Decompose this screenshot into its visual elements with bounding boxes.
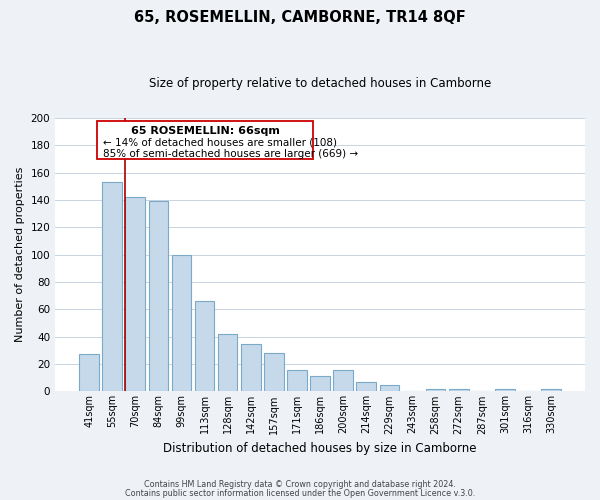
- Bar: [426, 388, 445, 392]
- Bar: [125, 198, 145, 392]
- Bar: [380, 384, 399, 392]
- Bar: [541, 388, 561, 392]
- Title: Size of property relative to detached houses in Camborne: Size of property relative to detached ho…: [149, 78, 491, 90]
- Bar: [195, 301, 214, 392]
- Text: Contains public sector information licensed under the Open Government Licence v.: Contains public sector information licen…: [125, 488, 475, 498]
- FancyBboxPatch shape: [97, 121, 313, 159]
- Bar: [218, 334, 238, 392]
- Bar: [79, 354, 99, 392]
- Bar: [495, 388, 515, 392]
- Bar: [334, 370, 353, 392]
- Bar: [149, 202, 168, 392]
- Bar: [287, 370, 307, 392]
- Text: Contains HM Land Registry data © Crown copyright and database right 2024.: Contains HM Land Registry data © Crown c…: [144, 480, 456, 489]
- Text: ← 14% of detached houses are smaller (108): ← 14% of detached houses are smaller (10…: [103, 137, 337, 147]
- Text: 65 ROSEMELLIN: 66sqm: 65 ROSEMELLIN: 66sqm: [131, 126, 280, 136]
- Bar: [356, 382, 376, 392]
- Bar: [310, 376, 330, 392]
- Bar: [449, 388, 469, 392]
- X-axis label: Distribution of detached houses by size in Camborne: Distribution of detached houses by size …: [163, 442, 477, 455]
- Bar: [241, 344, 260, 392]
- Bar: [103, 182, 122, 392]
- Bar: [264, 353, 284, 392]
- Text: 85% of semi-detached houses are larger (669) →: 85% of semi-detached houses are larger (…: [103, 150, 358, 160]
- Text: 65, ROSEMELLIN, CAMBORNE, TR14 8QF: 65, ROSEMELLIN, CAMBORNE, TR14 8QF: [134, 10, 466, 25]
- Bar: [172, 254, 191, 392]
- Y-axis label: Number of detached properties: Number of detached properties: [15, 167, 25, 342]
